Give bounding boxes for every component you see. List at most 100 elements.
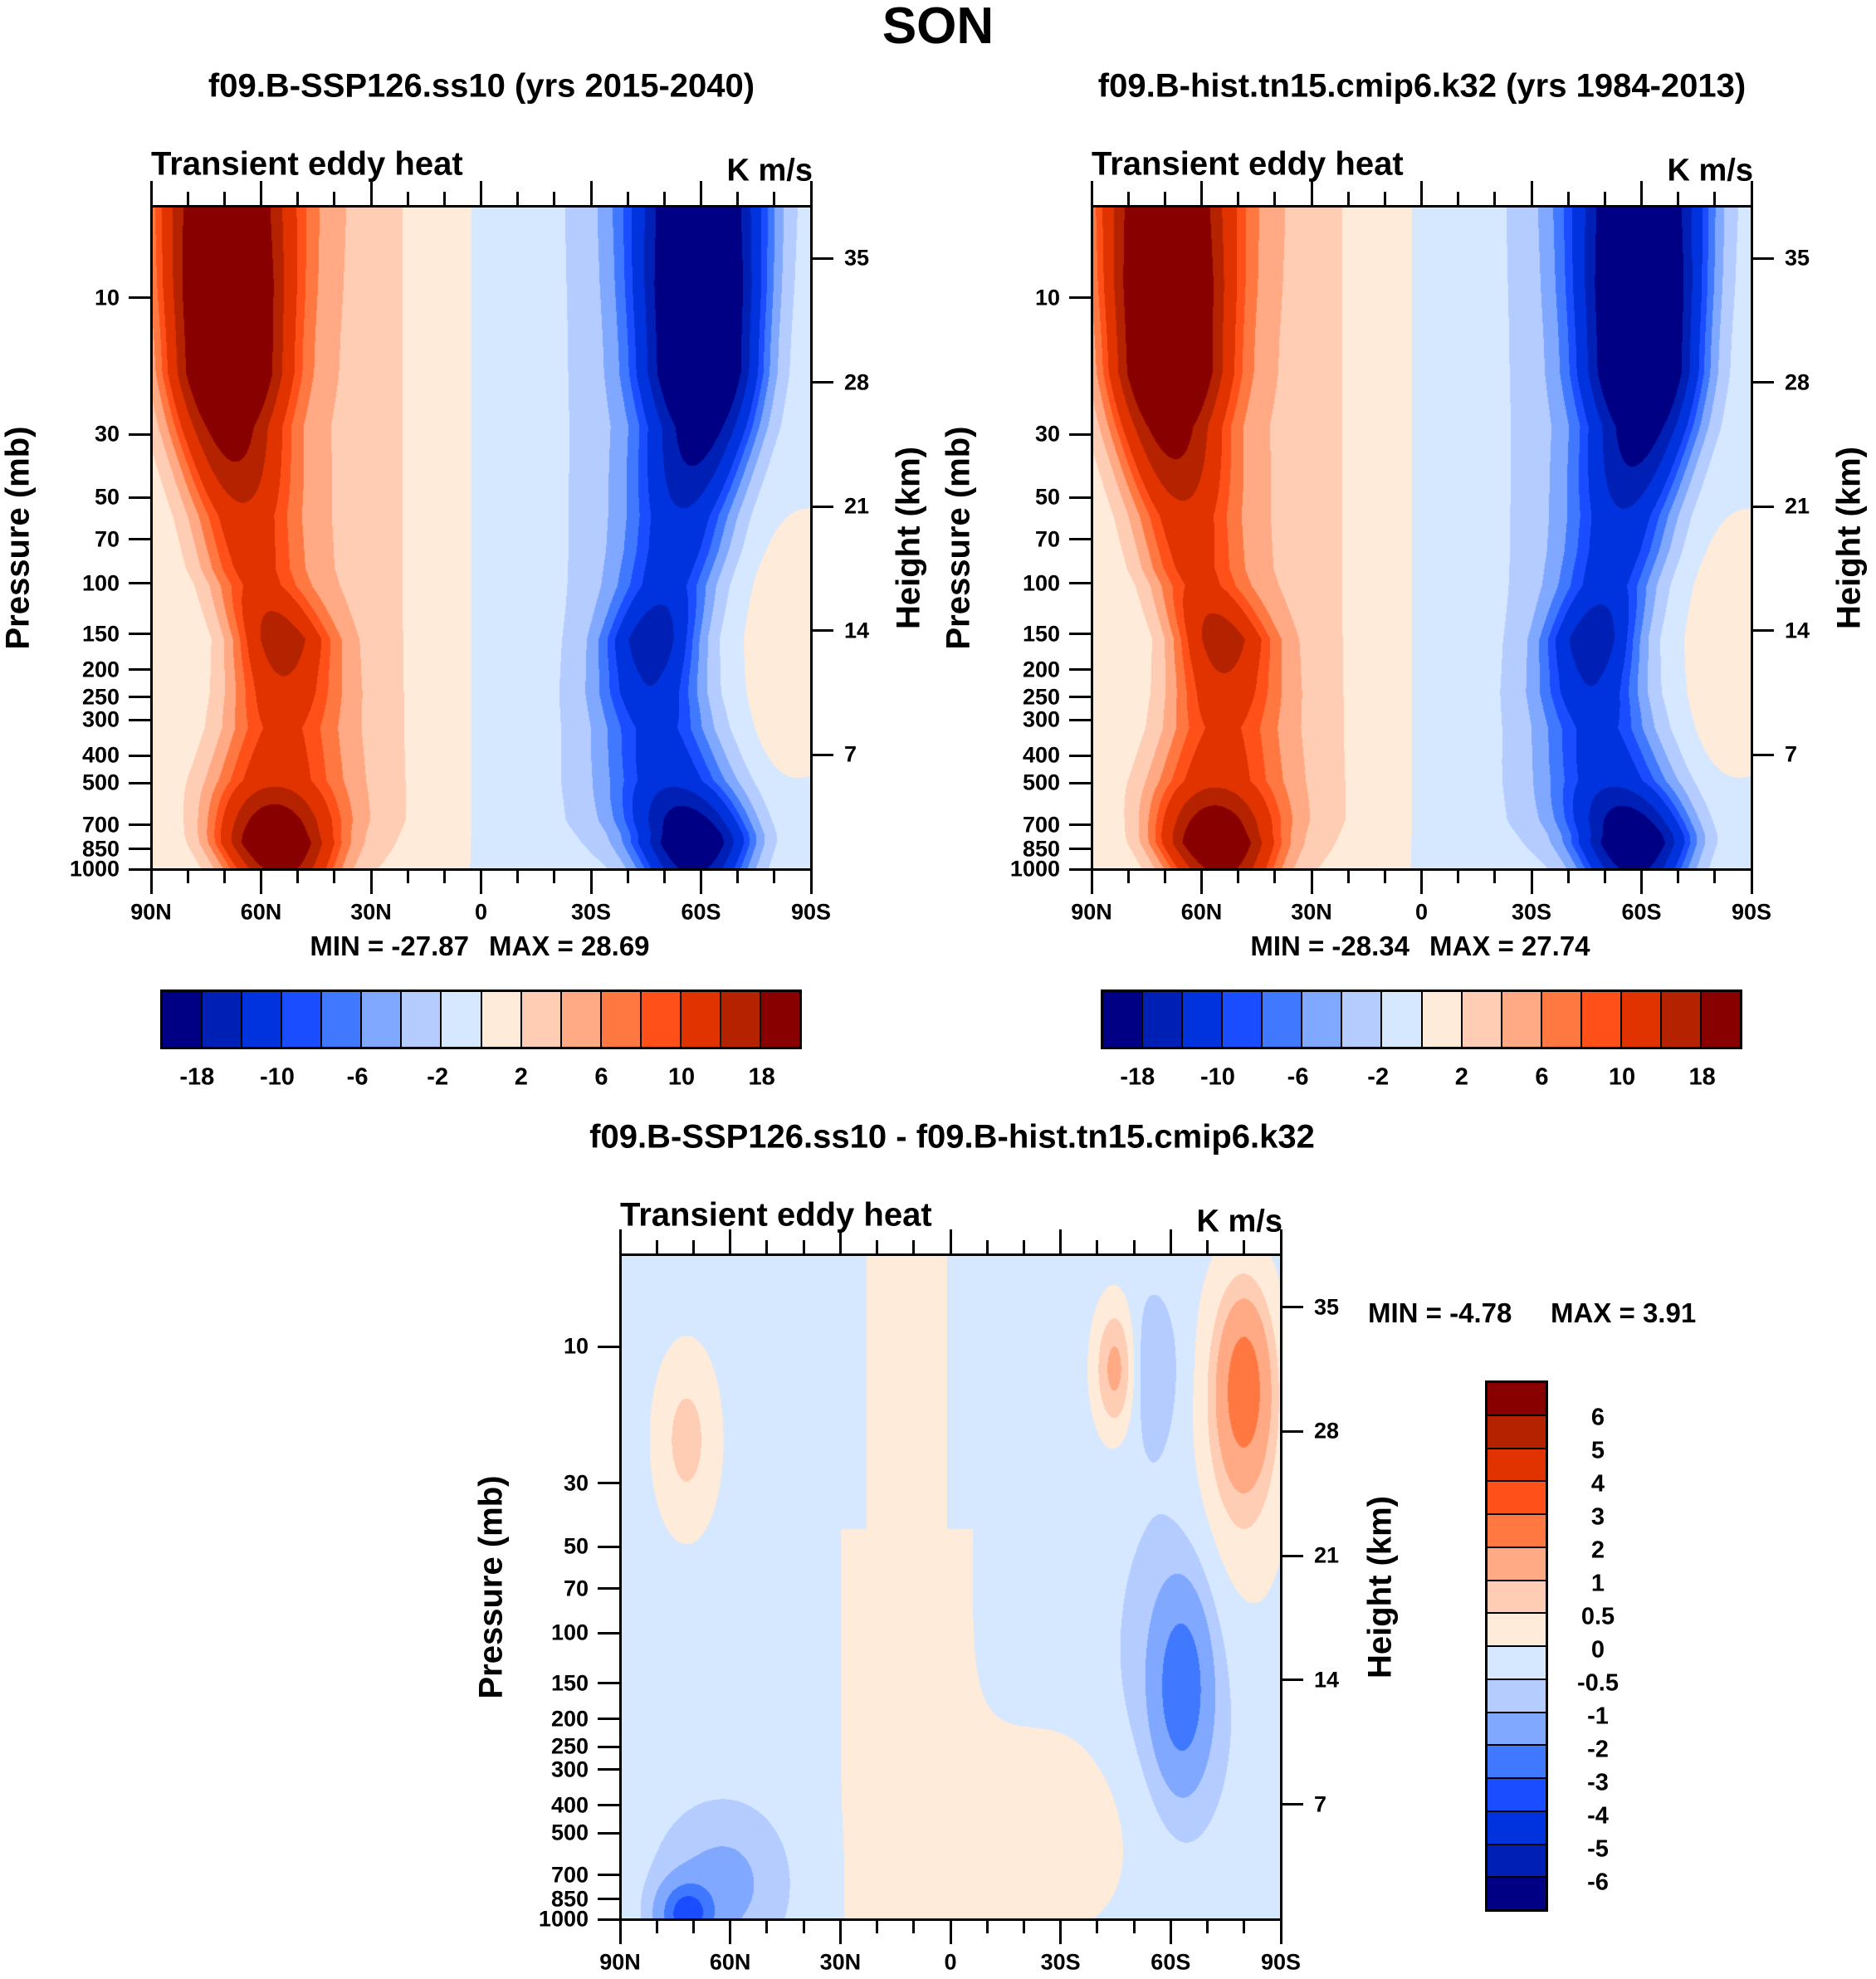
colorbar-box <box>679 992 720 1047</box>
left-tick <box>1069 848 1092 851</box>
units-string: K m/s <box>1196 1204 1282 1239</box>
top-tick <box>1279 1229 1282 1254</box>
left-tick <box>129 633 151 636</box>
colorbar-box <box>1580 992 1620 1047</box>
y-tick-label: 30 <box>94 421 120 447</box>
y-tick-label: 200 <box>1022 657 1060 682</box>
y-right-tick-label: 35 <box>1314 1294 1340 1320</box>
colorbar-box <box>1620 992 1660 1047</box>
right-tick <box>1751 505 1774 508</box>
top-tick <box>1237 192 1240 206</box>
left-tick <box>598 1631 620 1635</box>
bottom-tick <box>618 1919 622 1944</box>
x-tick-label: 0 <box>474 899 488 925</box>
bottom-tick <box>1713 869 1717 883</box>
y-tick-label: 100 <box>1022 570 1060 596</box>
bottom-tick <box>1273 869 1277 883</box>
x-tick-label: 0 <box>1414 899 1429 925</box>
x-tick-label: 30S <box>1040 1949 1081 1975</box>
colorbar-label: -2 <box>427 1063 449 1091</box>
bottom-tick <box>626 869 629 883</box>
contour-field-p2 <box>1092 206 1751 869</box>
colorbar-label: -10 <box>1199 1063 1235 1091</box>
bottom-tick <box>1420 869 1423 894</box>
y-tick-label: 50 <box>1034 484 1060 510</box>
panel-title: f09.B-SSP126.ss10 (yrs 2015-2040) <box>208 67 755 105</box>
y-tick-label: 70 <box>1034 526 1060 552</box>
bottom-tick <box>1279 1919 1282 1944</box>
bottom-tick <box>662 869 666 883</box>
main-title: SON <box>882 0 994 55</box>
x-tick-label: 60N <box>240 899 282 925</box>
right-tick <box>1751 381 1774 384</box>
colorbar-label: -18 <box>1120 1063 1155 1091</box>
left-tick <box>1069 754 1092 757</box>
colorbar-box <box>1488 1447 1546 1481</box>
left-string: Transient eddy heat <box>620 1196 932 1234</box>
colorbar-box <box>1141 992 1182 1047</box>
y-tick-label: 70 <box>563 1576 589 1601</box>
top-tick <box>1206 1240 1209 1254</box>
colorbar-box <box>719 992 760 1047</box>
colorbar-label: -4 <box>1587 1802 1609 1830</box>
top-tick <box>912 1240 916 1254</box>
top-tick <box>442 192 446 206</box>
colorbar-box <box>1488 1612 1546 1645</box>
colorbar-label: -6 <box>346 1063 369 1091</box>
x-tick-label: 90N <box>599 1949 641 1975</box>
colorbar-box <box>1301 992 1341 1047</box>
left-tick <box>129 718 151 721</box>
right-tick <box>811 381 833 384</box>
top-tick <box>1530 181 1533 206</box>
y-axis-title: Pressure (mb) <box>0 426 37 649</box>
y-right-tick-label: 7 <box>844 741 857 767</box>
left-tick <box>129 867 151 871</box>
y-right-tick-label: 28 <box>844 369 870 395</box>
colorbar-p3 <box>1485 1380 1548 1912</box>
colorbar-box <box>1488 1810 1546 1844</box>
colorbar-box <box>400 992 441 1047</box>
y-tick-label: 700 <box>81 812 120 838</box>
top-tick <box>662 192 666 206</box>
colorbar-label: -1 <box>1587 1703 1609 1730</box>
colorbar-box <box>201 992 242 1047</box>
y-tick-label: 150 <box>81 621 120 647</box>
bottom-tick <box>1243 1919 1246 1933</box>
bottom-tick <box>1237 869 1240 883</box>
y-tick-label: 10 <box>94 285 120 310</box>
top-tick <box>1126 192 1130 206</box>
colorbar-box <box>1181 992 1222 1047</box>
bottom-tick <box>406 869 409 883</box>
x-tick-label: 90N <box>130 899 172 925</box>
colorbar-label: -18 <box>179 1063 215 1091</box>
y-tick-label: 850 <box>550 1886 589 1912</box>
right-tick <box>1281 1429 1303 1433</box>
y-right-axis-title: Height (km) <box>1361 1495 1399 1678</box>
y-right-tick-label: 14 <box>1314 1667 1340 1693</box>
top-tick <box>1200 181 1203 206</box>
top-tick <box>369 181 373 206</box>
left-string: Transient eddy heat <box>151 145 463 183</box>
right-tick <box>1751 753 1774 756</box>
bottom-tick <box>186 869 189 883</box>
bottom-tick <box>149 869 153 894</box>
left-tick <box>1069 781 1092 784</box>
colorbar-box <box>1488 1546 1546 1580</box>
y-tick-label: 100 <box>81 570 120 596</box>
top-tick <box>222 192 226 206</box>
y-tick-label: 300 <box>550 1757 589 1782</box>
left-tick <box>598 1898 620 1901</box>
top-tick <box>1603 192 1606 206</box>
left-tick <box>129 496 151 499</box>
top-tick <box>480 181 482 206</box>
colorbar-box <box>1488 1843 1546 1877</box>
bottom-tick <box>1493 869 1497 883</box>
colorbar-label: 4 <box>1590 1470 1605 1498</box>
top-tick <box>618 1229 622 1254</box>
colorbar-box <box>1659 992 1700 1047</box>
bottom-tick <box>1163 869 1166 883</box>
colorbar-p2 <box>1101 990 1742 1049</box>
y-tick-label: 700 <box>550 1862 589 1888</box>
y-tick-label: 250 <box>550 1733 589 1759</box>
top-tick <box>949 1229 952 1254</box>
